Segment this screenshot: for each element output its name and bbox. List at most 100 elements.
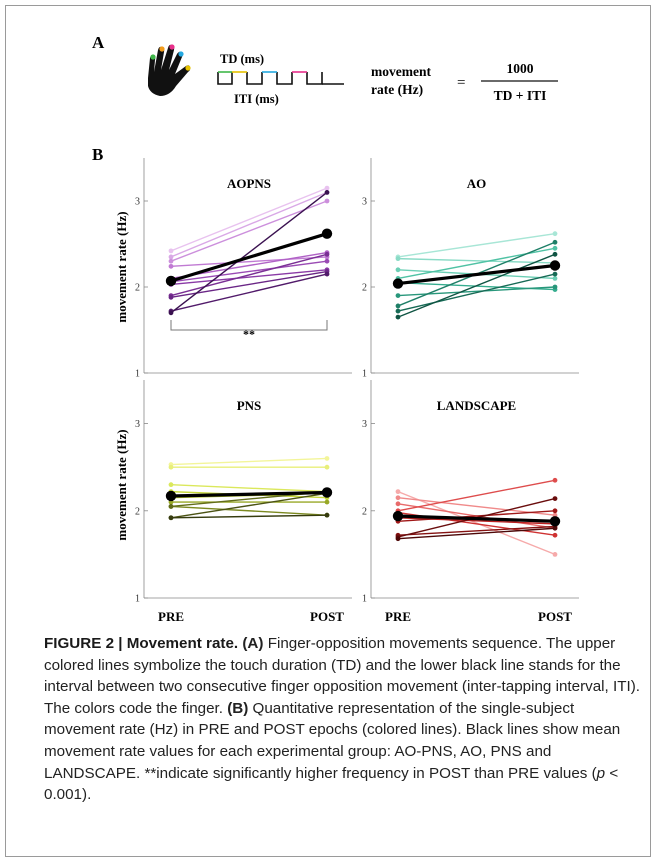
ao-subject-point [395,308,401,314]
figure-caption: FIGURE 2 | Movement rate. (A) Finger-opp… [44,633,644,806]
landscape-subject-point [552,508,558,514]
pns-subject-line [170,505,328,516]
pns-mean-line [170,490,328,498]
aopns-subject-line [170,200,328,262]
landscape-subject-line [397,510,556,522]
xlabel-pre-left: PRE [158,609,184,624]
hand-icon [148,44,191,96]
chart-aopns: 1 2 3 AOPNS ** [135,158,352,380]
pns-ytick-label: 3 [135,419,140,430]
td-label: TD (ms) [220,52,264,66]
formula-equals: = [457,75,465,91]
landscape-subject-point [395,536,401,542]
panel-b-label: B [92,145,103,164]
landscape-subject-point [552,496,558,501]
pns-subject-point [168,515,174,521]
pns-mean-point [165,490,177,502]
finger-dot-little [150,54,156,60]
ao-subject-line [397,273,556,312]
landscape-subject-point [552,525,558,531]
caption-b-text: Quantitative representation of the singl… [44,699,621,782]
figure-frame [5,5,651,857]
landscape-subject-point [552,552,558,557]
xlabel-post-right: POST [538,609,572,624]
pns-subject-point [168,482,174,488]
pns-subject-point [168,504,174,509]
aopns-subject-line [170,269,328,286]
td-iti-sequence [217,71,344,85]
aopns-subject-line [170,273,328,312]
ao-title: AO [467,176,487,191]
ao-subject-line [397,286,556,297]
pns-subject-point [324,464,330,470]
ao-subject-point [552,276,558,281]
chart-pns: 1 2 3 PNS [135,380,352,605]
ao-mean-point [549,260,561,271]
aopns-significance-bracket [170,320,328,331]
aopns-subject-line [170,260,328,283]
landscape-ytick-label: 3 [362,419,367,430]
ao-subject-point [552,284,558,290]
aopns-subject-point [168,248,174,254]
pns-ytick-label: 2 [135,506,140,517]
ao-mean-line [397,263,556,286]
chart-ao: 1 2 3 AO [362,158,579,380]
caption-a-text: Finger-opposition movements sequence. Th… [44,635,640,717]
caption-figure-label: FIGURE 2 | Movement rate. [44,635,239,652]
caption-p-symbol: p [596,764,606,782]
ao-subject-point [395,314,401,320]
ao-subject-point [395,267,401,273]
landscape-subject-point [395,495,401,501]
finger-dot-thumb [185,65,191,71]
landscape-mean-point [549,516,561,527]
caption-a-tag: (A) [242,635,264,652]
ao-subject-point [552,251,558,257]
landscape-subject-line [397,517,556,525]
aopns-subject-line [170,191,328,258]
aopns-mean-point [321,228,333,239]
ao-mean-point [392,278,404,289]
landscape-subject-point [395,501,401,507]
formula-lhs-line2: rate (Hz) [371,82,423,97]
aopns-subject-line [170,253,328,297]
landscape-ytick-label: 1 [362,594,367,605]
aopns-subject-point [168,294,174,300]
aopns-subject-point [168,263,174,269]
landscape-subject-line [397,490,556,556]
ao-ytick-label: 2 [362,283,367,294]
aopns-subject-point [168,254,174,260]
landscape-mean-point [392,510,404,522]
ao-ytick-label: 3 [362,197,367,208]
ao-subject-point [395,303,401,309]
ao-subject-line [397,257,556,264]
pns-mean-point [321,487,333,498]
caption-p-rest: < 0.001). [44,764,619,804]
ao-ytick-label: 1 [362,369,367,380]
formula-numerator: 1000 [507,61,534,76]
aopns-ytick-label: 3 [135,197,140,208]
pns-subject-line [170,514,328,519]
formula-lhs-line1: movement [371,64,431,79]
caption-b-tag: (B) [227,699,249,717]
landscape-subject-point [552,532,558,538]
pns-subject-point [324,512,330,518]
finger-dot-ring [159,46,165,52]
ao-subject-point [552,231,558,237]
pns-subject-point [324,456,330,461]
ao-subject-point [552,239,558,245]
iti-label: ITI (ms) [234,92,279,106]
pns-subject-line [170,457,328,466]
ao-subject-point [395,256,401,262]
aopns-subject-point [324,258,330,264]
aopns-subject-point [324,271,330,277]
aopns-title: AOPNS [227,176,271,191]
pns-title: PNS [237,398,262,413]
aopns-subject-point [168,258,174,264]
figure-canvas: A TD (ms) ITI (ms) movement rate (Hz) = … [92,33,579,624]
ao-subject-point [552,245,558,251]
aopns-mean-point [165,275,177,287]
finger-dot-index [178,51,184,57]
aopns-subject-point [324,198,330,204]
aopns-subject-point [324,190,330,195]
aopns-mean-line [170,232,328,283]
